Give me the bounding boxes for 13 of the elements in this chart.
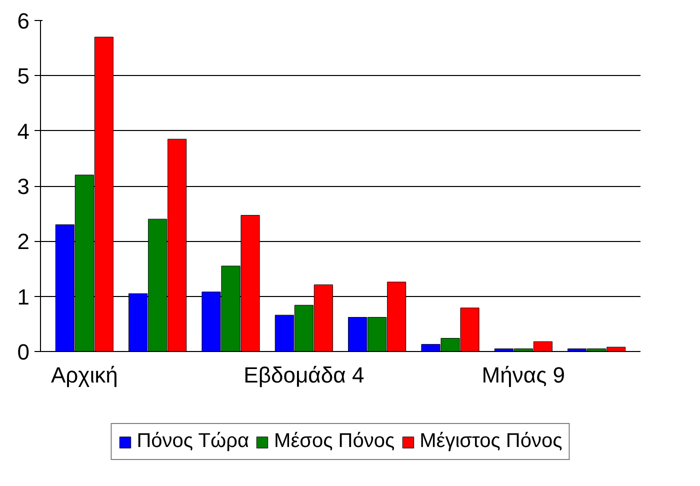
x-tick-label: Μήνας 9 [482, 362, 566, 388]
legend-label: Πόνος Τώρα [136, 430, 250, 453]
x-tick-label: Εβδομάδα 4 [244, 362, 364, 388]
y-tick-label: 5 [17, 64, 30, 89]
y-tick-label: 0 [17, 340, 30, 364]
y-tick-label: 2 [17, 229, 30, 254]
y-tick-label: 3 [17, 174, 30, 199]
y-tick-label: 6 [17, 8, 30, 34]
y-tick-label: 4 [17, 118, 30, 144]
y-tick-label: 1 [17, 284, 30, 310]
legend-label: Μέγιστος Πόνος [420, 430, 562, 453]
x-tick-label: Αρχική [50, 362, 118, 388]
legend-label: Μέσος Πόνος [274, 430, 395, 453]
